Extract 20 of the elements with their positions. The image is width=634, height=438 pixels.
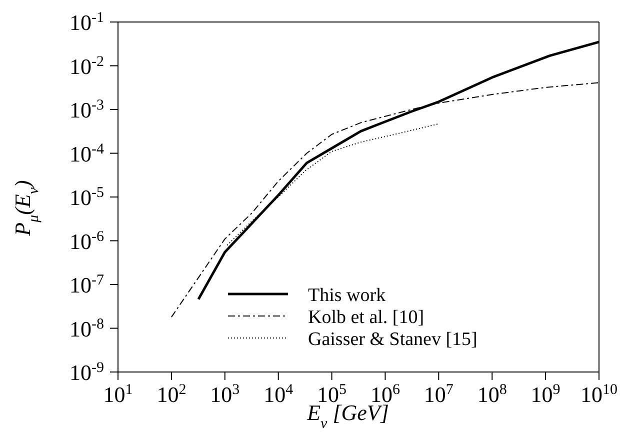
y-tick-label: 10$^{-4}$ <box>70 141 104 166</box>
legend-label: This work <box>308 285 386 306</box>
y-tick-label: 10$^{-5}$ <box>70 185 104 210</box>
legend-label: Kolb et al. [10] <box>308 307 424 328</box>
x-tick-label: 10$^{9}$ <box>530 382 560 407</box>
y-tick-label: 10$^{-3}$ <box>70 98 104 122</box>
x-tick-label: 10$^{7}$ <box>424 382 454 407</box>
y-tick-label: 10$^{-6}$ <box>70 228 104 254</box>
x-tick-label: 10$^{3}$ <box>210 382 240 407</box>
y-tick-label: 10$^{-9}$ <box>70 360 104 385</box>
x-tick-label: 10$^{4}$ <box>264 382 294 407</box>
x-tick-label: 10$^{8}$ <box>477 382 507 407</box>
x-tick-label: 10$^{10}$ <box>580 382 618 407</box>
y-tick-label: 10$^{-8}$ <box>70 316 104 342</box>
x-tick-label: 10$^{2}$ <box>156 382 186 407</box>
y-tick-label: 10$^{-7}$ <box>70 272 104 298</box>
legend-label: Gaisser & Stanev [15] <box>308 329 478 350</box>
x-tick-label: 10$^{1}$ <box>103 382 133 407</box>
y-tick-label: 10$^{-2}$ <box>70 54 104 79</box>
y-tick-label: 10$^{-1}$ <box>70 10 104 35</box>
